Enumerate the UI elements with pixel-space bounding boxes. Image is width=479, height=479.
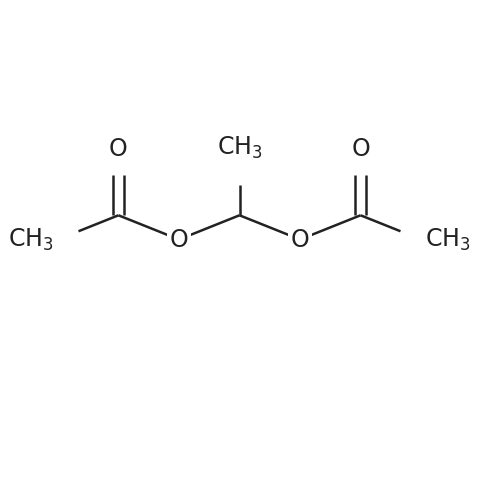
Text: O: O	[291, 228, 309, 251]
Text: CH$_3$: CH$_3$	[217, 135, 262, 161]
Text: O: O	[170, 228, 188, 251]
Text: O: O	[109, 137, 128, 161]
Text: CH$_3$: CH$_3$	[425, 227, 471, 252]
Text: O: O	[351, 137, 370, 161]
Text: CH$_3$: CH$_3$	[8, 227, 54, 252]
